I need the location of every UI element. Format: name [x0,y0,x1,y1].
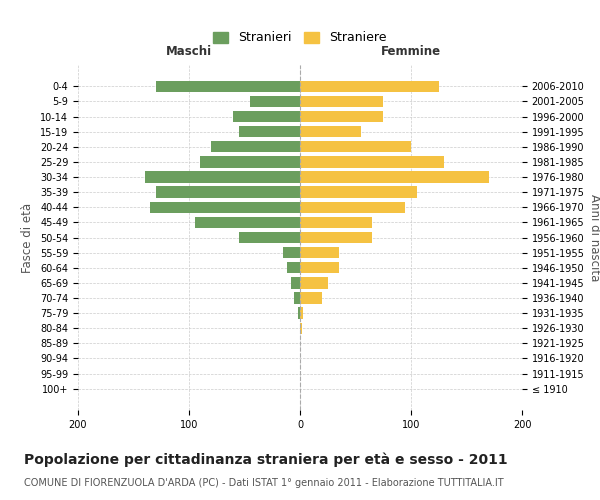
Bar [300,322,302,334]
Bar [300,96,383,107]
Bar [150,202,300,213]
Y-axis label: Anni di nascita: Anni di nascita [588,194,600,281]
Bar [300,172,489,182]
Bar [298,308,300,318]
Bar [300,186,416,198]
Bar [300,308,304,318]
Legend: Stranieri, Straniere: Stranieri, Straniere [208,26,392,50]
Bar [300,156,444,168]
Bar [200,156,300,168]
Bar [300,292,322,304]
Bar [300,216,372,228]
Bar [250,96,300,107]
Bar [295,292,300,304]
Text: COMUNE DI FIORENZUOLA D'ARDA (PC) - Dati ISTAT 1° gennaio 2011 - Elaborazione TU: COMUNE DI FIORENZUOLA D'ARDA (PC) - Dati… [24,478,503,488]
Bar [287,262,300,274]
Text: Femmine: Femmine [381,45,441,58]
Bar [300,111,383,122]
Bar [233,111,300,122]
Bar [300,202,406,213]
Text: Maschi: Maschi [166,45,212,58]
Bar [300,262,339,274]
Bar [156,80,300,92]
Bar [211,141,300,152]
Bar [145,172,300,182]
Bar [300,80,439,92]
Bar [300,126,361,138]
Text: Popolazione per cittadinanza straniera per età e sesso - 2011: Popolazione per cittadinanza straniera p… [24,452,508,467]
Bar [300,232,372,243]
Bar [300,247,339,258]
Bar [239,232,300,243]
Bar [291,277,300,288]
Bar [239,126,300,138]
Y-axis label: Fasce di età: Fasce di età [22,202,34,272]
Bar [283,247,300,258]
Bar [300,277,328,288]
Bar [156,186,300,198]
Bar [194,216,300,228]
Bar [300,141,411,152]
